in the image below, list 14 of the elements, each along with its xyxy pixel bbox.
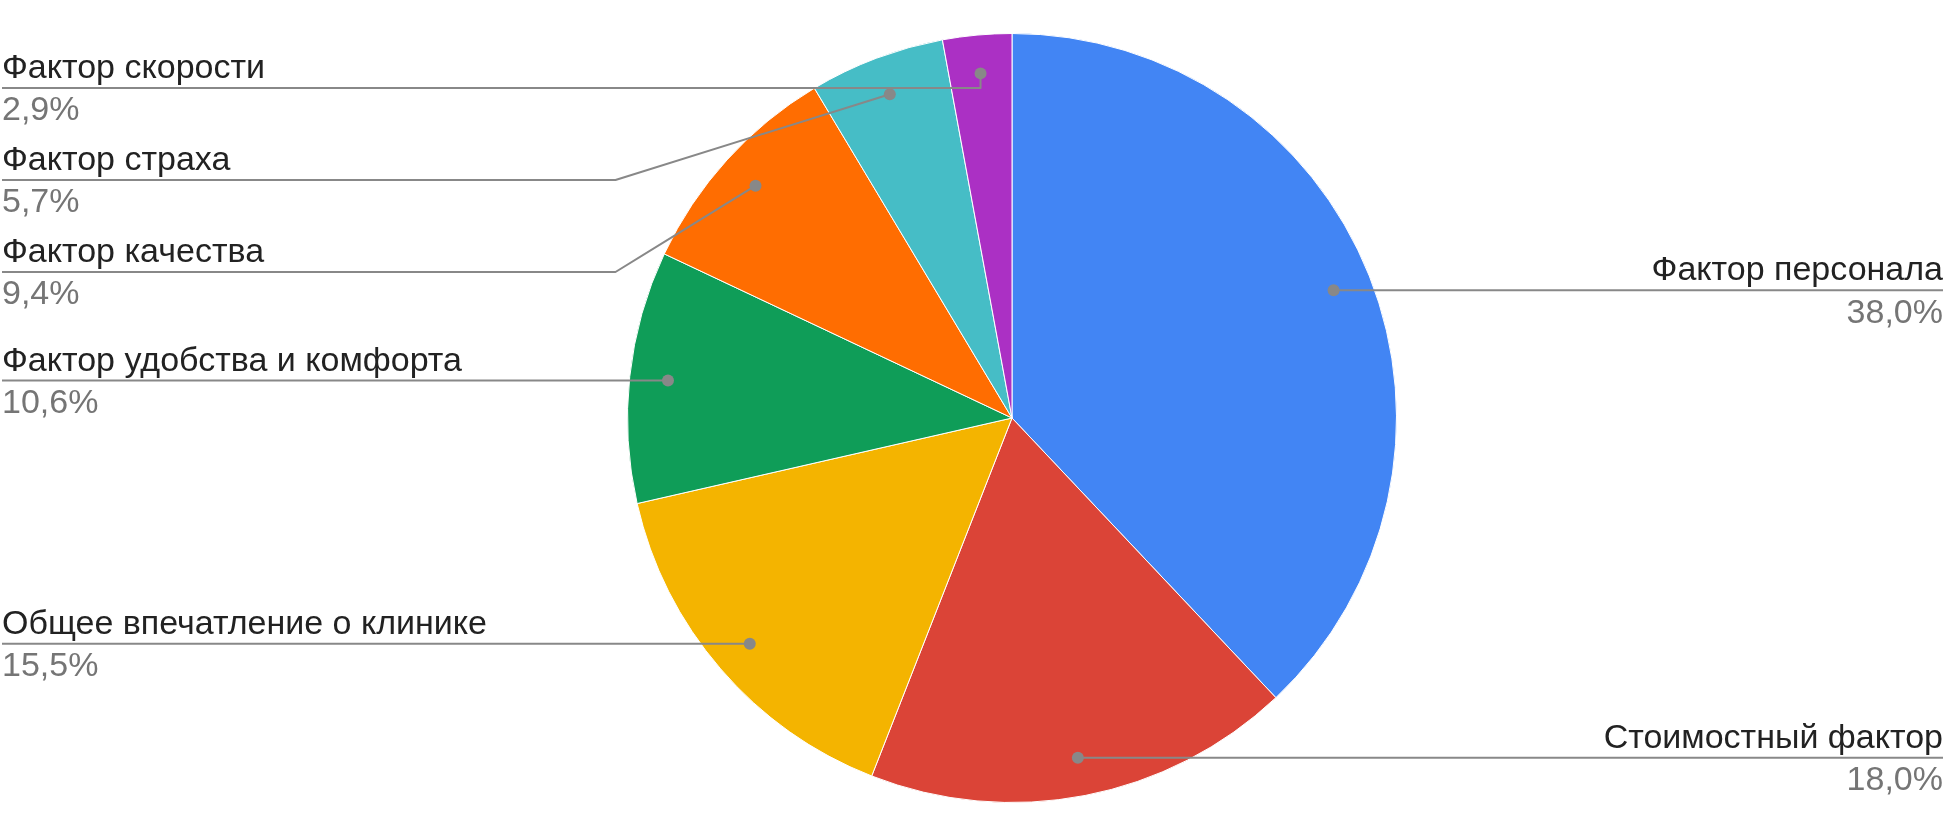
data-label: 18,0%	[1846, 759, 1943, 798]
slice-label: Фактор качества	[2, 231, 265, 269]
data-label: 2,9%	[2, 89, 80, 128]
slice-label: Общее впечатление о клинике	[2, 602, 487, 641]
slice-label: Стоимостный фактор	[1603, 716, 1943, 755]
data-label: 38,0%	[1846, 291, 1943, 330]
slice-label: Фактор персонала	[1651, 249, 1944, 288]
slice-label: Фактор удобства и комфорта	[2, 339, 462, 378]
data-label: 9,4%	[2, 273, 80, 312]
slice-label: Фактор скорости	[2, 47, 266, 85]
data-label: 15,5%	[2, 645, 99, 684]
data-label: 10,6%	[2, 381, 99, 420]
slice-label: Фактор страха	[2, 139, 231, 177]
data-label: 5,7%	[2, 181, 80, 220]
